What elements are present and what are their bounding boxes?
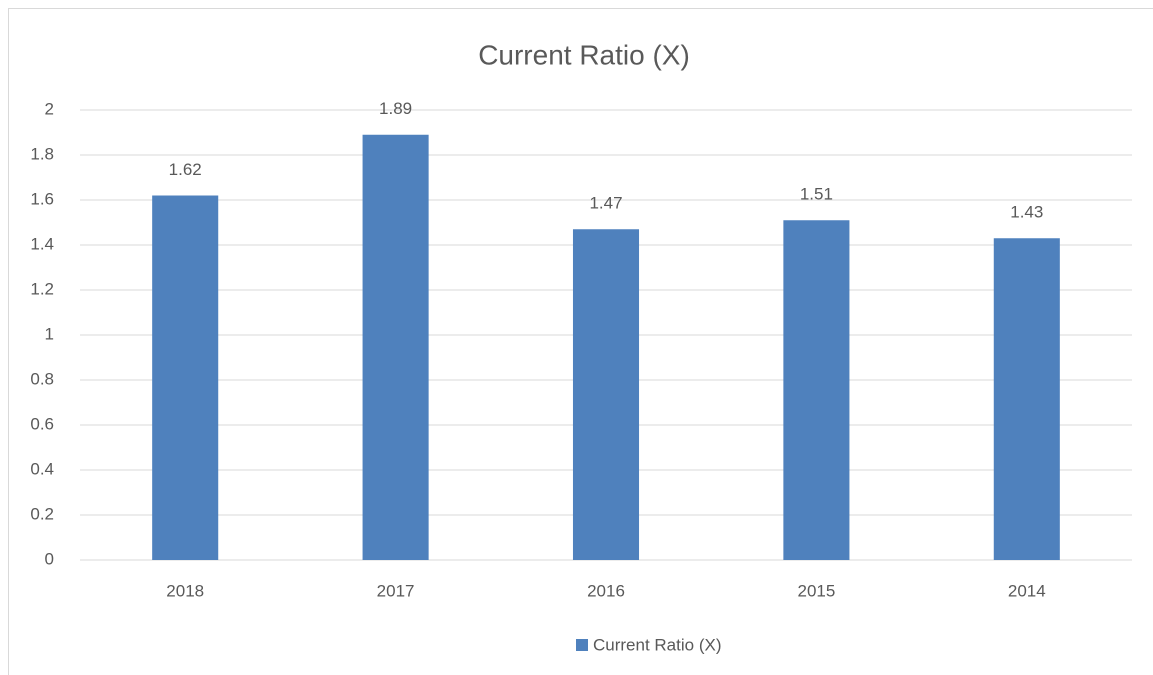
- y-tick-label: 0.2: [30, 504, 54, 523]
- y-tick-label: 0.4: [30, 459, 54, 478]
- bar: [152, 195, 219, 560]
- y-tick-label: 1.2: [30, 279, 54, 298]
- x-tick-label: 2014: [1008, 581, 1046, 600]
- y-tick-label: 0.6: [30, 414, 54, 433]
- chart-title: Current Ratio (X): [478, 39, 690, 70]
- legend-label: Current Ratio (X): [593, 635, 721, 654]
- bar: [362, 134, 429, 560]
- y-tick-label: 1: [45, 324, 54, 343]
- y-tick-label: 1.8: [30, 144, 54, 163]
- bar: [572, 229, 640, 560]
- y-tick-label: 0.8: [30, 369, 54, 388]
- x-tick-label: 2018: [166, 581, 204, 600]
- y-tick-label: 2: [45, 99, 54, 118]
- x-tick-label: 2016: [587, 581, 625, 600]
- data-label: 1.89: [379, 99, 412, 118]
- data-label: 1.47: [589, 194, 622, 213]
- data-label: 1.43: [1010, 203, 1043, 222]
- data-label: 1.51: [800, 185, 833, 204]
- x-tick-label: 2017: [377, 581, 415, 600]
- legend-swatch: [576, 639, 588, 651]
- data-label: 1.62: [169, 160, 202, 179]
- bar: [783, 220, 850, 560]
- x-tick-label: 2015: [797, 581, 835, 600]
- y-tick-label: 0: [45, 549, 54, 568]
- y-tick-label: 1.6: [30, 189, 54, 208]
- bar: [993, 238, 1060, 560]
- y-tick-label: 1.4: [30, 234, 54, 253]
